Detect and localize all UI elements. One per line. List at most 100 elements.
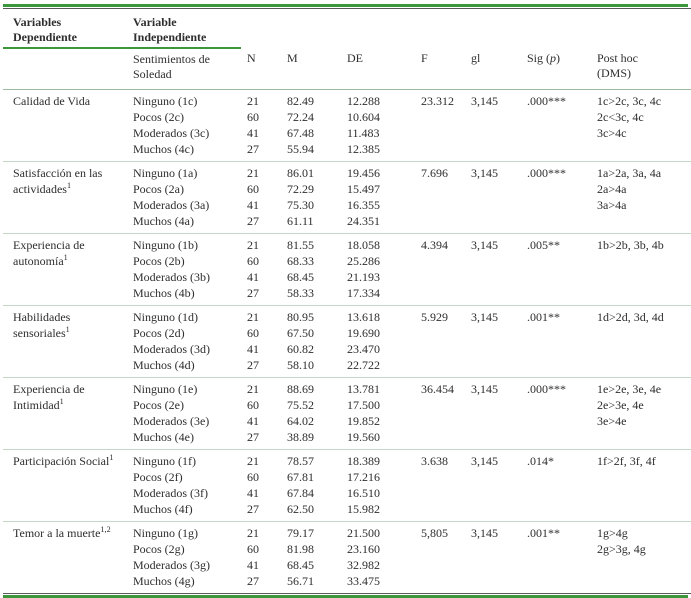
dependent-variable-cell: Experiencia de autonomía1 (3, 234, 125, 306)
data-row: Temor a la muerte1,2 Ninguno (1g) 21 79.17 2… (3, 522, 691, 556)
independent-level-cell: Muchos (4f) (133, 502, 193, 516)
data-row: Pocos (2b) 60 68.33 25.286 (3, 253, 691, 269)
n-value-cell: 27 (247, 430, 259, 444)
independent-level-cell: Pocos (2g) (133, 542, 185, 556)
data-row: Pocos (2a) 60 72.29 15.497 (3, 181, 691, 197)
independent-level-cell: Moderados (3d) (133, 342, 210, 356)
header-posthoc: Post hoc (DMS) (591, 48, 691, 90)
data-row: Pocos (2d) 60 67.50 19.690 (3, 325, 691, 341)
independent-level-cell: Pocos (2d) (133, 326, 185, 340)
n-value-cell: 60 (247, 470, 259, 484)
independent-level-cell: Moderados (3c) (133, 126, 210, 140)
n-value-cell: 60 (247, 326, 259, 340)
de-value-cell: 19.560 (347, 430, 380, 444)
variable-block: Experiencia de Intimidad1 Ninguno (1e) 21 8… (3, 377, 691, 450)
footnote-superscript: 1,2 (100, 525, 111, 534)
independent-level-cell: Ninguno (1f) (133, 454, 196, 468)
dependent-variable-cell: Calidad de Vida (3, 90, 125, 162)
m-value-cell: 81.98 (287, 542, 314, 556)
data-row: Moderados (3f) 41 67.84 16.510 (3, 485, 691, 501)
header-f: F (421, 51, 428, 65)
m-value-cell: 67.50 (287, 326, 314, 340)
m-value-cell: 75.30 (287, 198, 314, 212)
m-value-cell: 64.02 (287, 414, 314, 428)
independent-level-cell: Pocos (2c) (133, 110, 184, 124)
de-value-cell: 32.982 (347, 558, 380, 572)
f-value-cell: 5.929 (421, 310, 448, 324)
m-value-cell: 62.50 (287, 502, 314, 516)
data-row: Muchos (4c) 27 55.94 12.385 (3, 141, 691, 162)
independent-level-cell: Moderados (3b) (133, 270, 210, 284)
posthoc-cell: 1d>2d, 3d, 4d (591, 306, 691, 378)
sig-value-cell: .000*** (527, 166, 566, 180)
m-value-cell: 86.01 (287, 166, 314, 180)
de-value-cell: 15.982 (347, 502, 380, 516)
de-value-cell: 18.389 (347, 454, 380, 468)
de-value-cell: 10.604 (347, 110, 380, 124)
posthoc-cell: 1a>2a, 3a, 4a 2a>4a 3a>4a (591, 162, 691, 234)
de-value-cell: 16.355 (347, 198, 380, 212)
dependent-variable-cell: Habilidades sensoriales1 (3, 306, 125, 378)
n-value-cell: 21 (247, 310, 259, 324)
sig-value-cell: .001** (527, 310, 560, 324)
de-value-cell: 11.483 (347, 126, 380, 140)
variable-block: Satisfacción en las actividades1 Ninguno … (3, 161, 691, 234)
m-value-cell: 78.57 (287, 454, 314, 468)
f-value-cell: 4.394 (421, 238, 448, 252)
header-de: DE (347, 51, 363, 65)
n-value-cell: 41 (247, 342, 259, 356)
data-row: Moderados (3a) 41 75.30 16.355 (3, 197, 691, 213)
f-value-cell: 3.638 (421, 454, 448, 468)
variable-block: Participación Social1 Ninguno (1f) 21 78.57… (3, 449, 691, 522)
m-value-cell: 79.17 (287, 526, 314, 540)
posthoc-line: 1b>2b, 3b, 4b (597, 238, 664, 252)
dependent-variable-name: Habilidades sensoriales (13, 310, 71, 340)
gl-value-cell: 3,145 (471, 310, 498, 324)
data-row: Calidad de Vida Ninguno (1c) 21 82.49 12.288… (3, 90, 691, 140)
sig-close-paren: ) (556, 51, 561, 65)
data-row: Pocos (2c) 60 72.24 10.604 (3, 109, 691, 125)
dependent-variable-cell: Satisfacción en las actividades1 (3, 162, 125, 234)
independent-level-cell: Moderados (3f) (133, 486, 208, 500)
variable-block: Temor a la muerte1,2 Ninguno (1g) 21 79.17 2… (3, 521, 691, 594)
de-value-cell: 16.510 (347, 486, 380, 500)
header-variables-dependiente: Variables Dependiente (3, 8, 125, 49)
header-sig: Sig (p) (521, 48, 591, 90)
n-value-cell: 41 (247, 198, 259, 212)
de-value-cell: 13.781 (347, 382, 380, 396)
sig-value-cell: .000*** (527, 94, 566, 108)
anova-table: Variables Dependiente Variable Independi… (3, 8, 691, 594)
n-value-cell: 27 (247, 286, 259, 300)
n-value-cell: 41 (247, 486, 259, 500)
de-value-cell: 12.385 (347, 142, 380, 156)
data-row: Moderados (3c) 41 67.48 11.483 (3, 125, 691, 141)
footnote-superscript: 1 (65, 325, 70, 334)
m-value-cell: 68.33 (287, 254, 314, 268)
posthoc-line: 3a>4a (597, 198, 627, 212)
posthoc-cell: 1f>2f, 3f, 4f (591, 450, 691, 522)
data-row: Experiencia de Intimidad1 Ninguno (1e) 21 8… (3, 378, 691, 428)
n-value-cell: 21 (247, 238, 259, 252)
data-row: Moderados (3e) 41 64.02 19.852 (3, 413, 691, 429)
posthoc-line: 2e>3e, 4e (597, 398, 644, 412)
posthoc-line: 1f>2f, 3f, 4f (597, 454, 656, 468)
independent-level-cell: Muchos (4g) (133, 574, 195, 588)
variable-block: Calidad de Vida Ninguno (1c) 21 82.49 12.288… (3, 90, 691, 162)
m-value-cell: 61.11 (287, 214, 314, 228)
header-n: N (247, 51, 256, 65)
n-value-cell: 60 (247, 182, 259, 196)
n-value-cell: 27 (247, 214, 259, 228)
dependent-variable-cell: Temor a la muerte1,2 (3, 522, 125, 594)
posthoc-line: 1e>2e, 3e, 4e (597, 382, 662, 396)
n-value-cell: 21 (247, 166, 259, 180)
gl-value-cell: 3,145 (471, 238, 498, 252)
m-value-cell: 75.52 (287, 398, 314, 412)
data-row: Muchos (4f) 27 62.50 15.982 (3, 501, 691, 522)
paper-page: Variables Dependiente Variable Independi… (3, 4, 691, 598)
de-value-cell: 25.286 (347, 254, 380, 268)
independent-level-cell: Muchos (4d) (133, 358, 195, 372)
de-value-cell: 23.160 (347, 542, 380, 556)
n-value-cell: 21 (247, 382, 259, 396)
m-value-cell: 72.24 (287, 110, 314, 124)
sig-label: Sig ( (527, 51, 551, 65)
